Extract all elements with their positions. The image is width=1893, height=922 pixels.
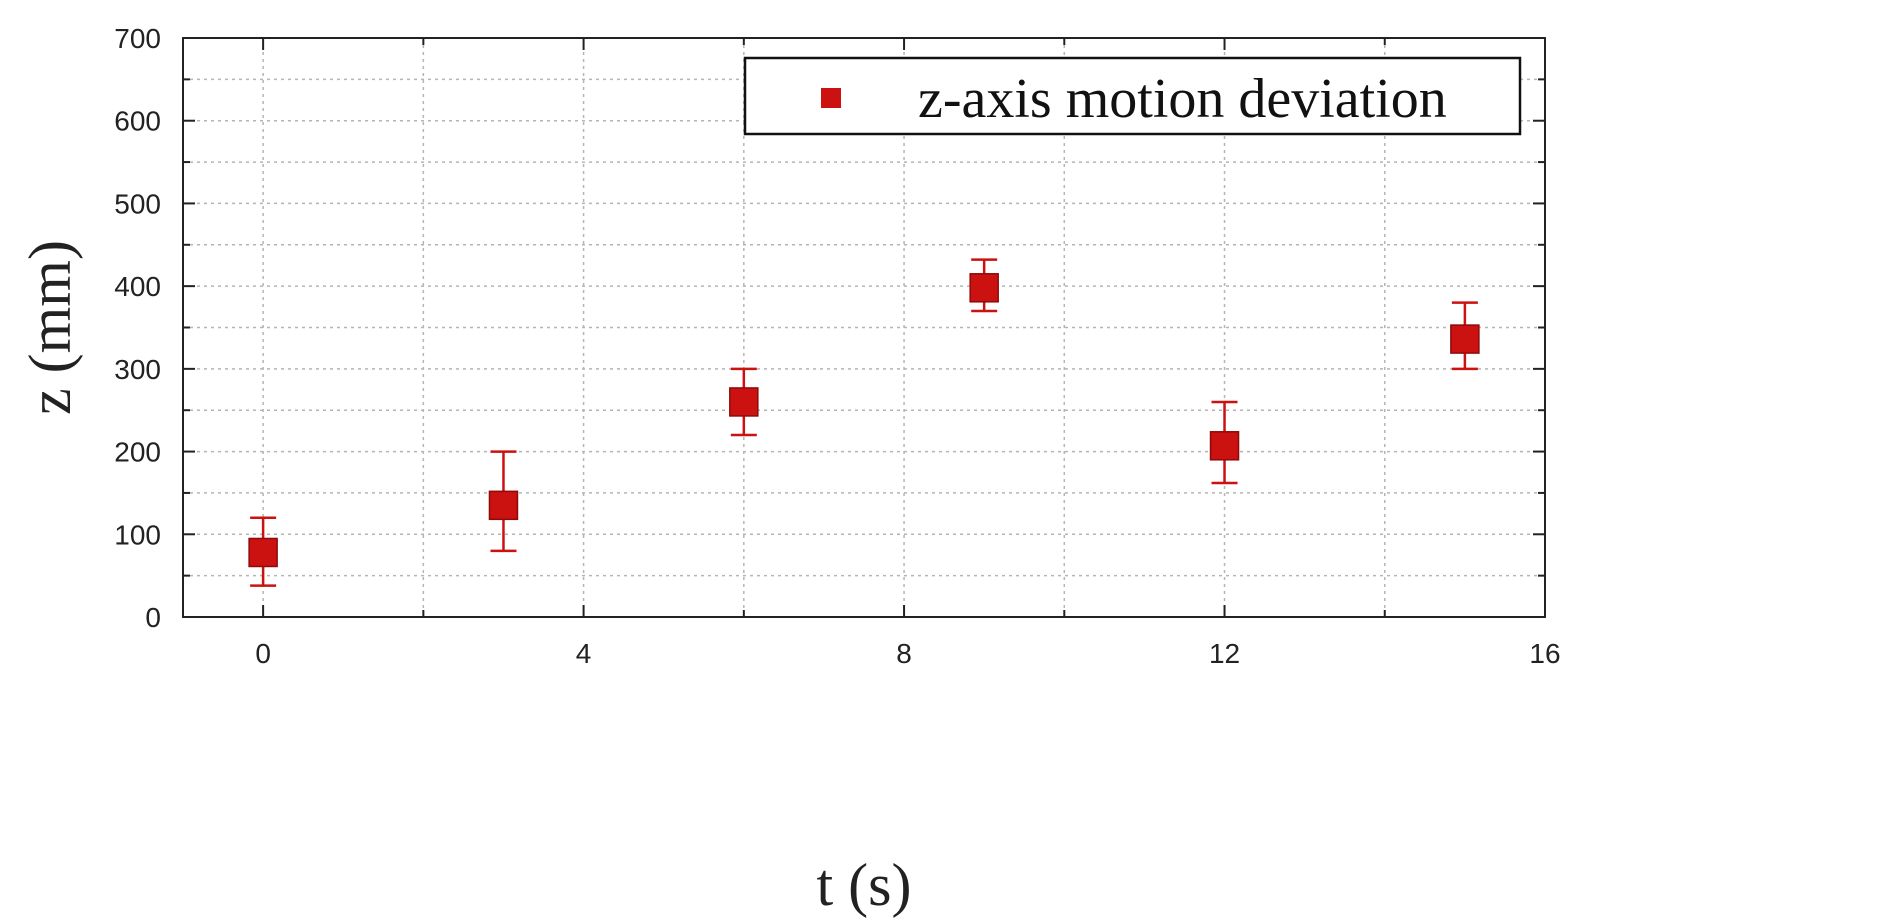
y-axis-title: z (mm)	[17, 240, 83, 415]
x-tick-label: 8	[896, 638, 912, 669]
y-tick-label: 700	[114, 23, 161, 54]
y-tick-label: 400	[114, 271, 161, 302]
data-point	[1450, 324, 1480, 354]
axis-ticks	[183, 37, 1546, 618]
legend-marker-icon	[821, 88, 841, 108]
data-point	[729, 387, 759, 417]
x-tick-label: 4	[576, 638, 592, 669]
y-tick-label: 600	[114, 106, 161, 137]
x-tick-label: 16	[1529, 638, 1560, 669]
legend-box	[743, 56, 1522, 136]
tick-labels: 0 4 8 12 16 0 100 200 300 400 500 600 700	[114, 23, 1560, 669]
grid-lines	[183, 38, 1545, 617]
data-point	[488, 490, 519, 521]
legend-label: z-axis motion deviation	[918, 68, 1447, 130]
data-point	[969, 273, 999, 303]
x-axis-title: t (s)	[817, 852, 912, 918]
y-tick-label: 0	[145, 602, 161, 633]
data-point	[1209, 431, 1240, 461]
y-tick-label: 200	[114, 437, 161, 468]
data-points	[248, 258, 1480, 587]
y-tick-label: 500	[114, 188, 161, 219]
y-tick-label: 300	[114, 354, 161, 385]
x-tick-label: 12	[1209, 638, 1240, 669]
x-tick-label: 0	[255, 638, 271, 669]
y-tick-label: 100	[114, 519, 161, 550]
data-point	[248, 537, 278, 568]
legend: z-axis motion deviation	[743, 56, 1522, 136]
